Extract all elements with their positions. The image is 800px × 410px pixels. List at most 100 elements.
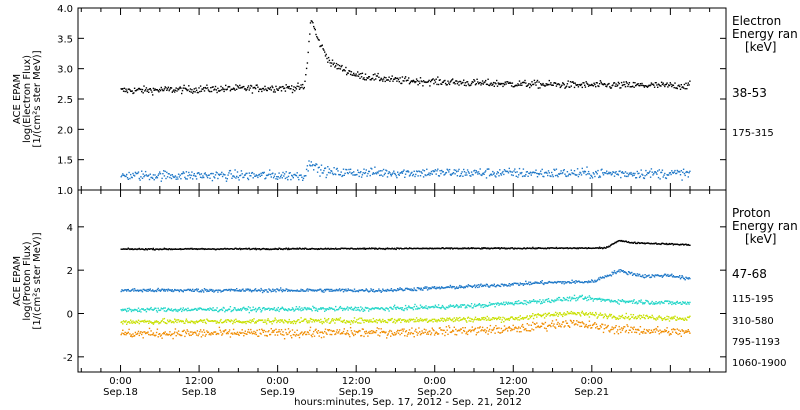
data-point	[577, 175, 580, 178]
data-point	[299, 321, 301, 324]
data-point	[273, 289, 276, 291]
data-point	[466, 81, 469, 83]
data-point	[421, 289, 423, 291]
data-point	[279, 247, 281, 250]
data-point	[288, 172, 290, 174]
data-point	[405, 321, 408, 323]
data-point	[241, 322, 243, 324]
data-point	[545, 282, 547, 284]
data-point	[342, 247, 344, 249]
data-point	[229, 248, 232, 250]
data-point	[549, 315, 551, 317]
data-point	[397, 77, 399, 79]
data-point	[465, 332, 467, 335]
data-point	[619, 299, 621, 302]
data-point	[379, 332, 382, 334]
data-point	[148, 333, 150, 336]
data-point	[428, 320, 430, 322]
data-point	[541, 280, 543, 282]
data-point	[511, 316, 514, 318]
electron-ytick-label: 2.0	[57, 125, 73, 136]
data-point	[441, 306, 443, 308]
data-point	[500, 283, 503, 285]
data-point	[498, 316, 500, 318]
data-point	[631, 241, 633, 244]
data-point	[302, 308, 305, 311]
data-point	[506, 170, 508, 172]
data-point	[309, 248, 312, 250]
data-point	[650, 302, 653, 304]
data-point	[393, 334, 395, 336]
data-point	[139, 320, 141, 323]
data-point	[393, 172, 396, 175]
data-point	[360, 317, 363, 319]
data-point	[161, 248, 163, 251]
data-point	[329, 172, 331, 174]
data-point	[254, 288, 257, 290]
data-point	[320, 331, 322, 333]
data-point	[418, 307, 420, 310]
data-point	[151, 322, 153, 324]
data-point	[326, 57, 328, 60]
data-point	[384, 309, 386, 312]
data-point	[413, 306, 415, 308]
data-point	[544, 247, 547, 249]
data-point	[650, 242, 653, 245]
data-point	[207, 290, 210, 292]
data-point	[489, 173, 492, 176]
data-point	[470, 303, 473, 305]
data-point	[493, 303, 495, 305]
data-point	[263, 307, 265, 309]
data-point	[279, 321, 281, 323]
data-point	[541, 314, 543, 316]
data-point	[638, 172, 640, 174]
data-point	[543, 282, 546, 284]
data-point	[622, 84, 624, 86]
data-point	[480, 306, 482, 308]
data-point	[366, 319, 368, 321]
data-point	[195, 89, 198, 91]
data-point	[359, 330, 361, 332]
data-point	[612, 243, 614, 245]
data-point	[533, 300, 536, 303]
data-point	[518, 284, 520, 286]
data-point	[573, 247, 575, 249]
data-point	[239, 331, 241, 334]
data-point	[506, 318, 508, 320]
data-point	[526, 283, 528, 285]
data-point	[241, 86, 243, 89]
data-point	[330, 290, 332, 292]
data-point	[375, 247, 377, 249]
data-point	[261, 329, 264, 332]
proton-panel: 420-2 ACE EPAM log(Proton Flux) [1/(cm²s…	[12, 189, 798, 373]
data-point	[149, 88, 151, 90]
data-point	[679, 174, 682, 176]
data-point	[415, 289, 418, 292]
data-point	[378, 76, 380, 78]
data-point	[475, 285, 477, 287]
data-point	[576, 84, 578, 86]
data-point	[605, 85, 607, 87]
data-point	[224, 311, 226, 313]
data-point	[317, 248, 320, 250]
data-point	[656, 243, 658, 245]
data-point	[358, 289, 360, 291]
data-point	[332, 248, 334, 250]
data-point	[634, 302, 636, 304]
data-point	[488, 304, 490, 306]
data-point	[665, 177, 668, 180]
data-point	[609, 172, 611, 175]
data-point	[620, 300, 622, 302]
data-point	[221, 309, 224, 312]
data-point	[265, 289, 268, 291]
data-point	[218, 289, 221, 292]
data-point	[201, 88, 203, 90]
data-point	[327, 329, 329, 331]
data-point	[177, 88, 179, 90]
data-point	[524, 302, 526, 305]
data-point	[607, 275, 609, 277]
data-point	[160, 334, 162, 336]
data-point	[687, 82, 689, 84]
data-point	[604, 247, 606, 249]
data-point	[518, 84, 520, 86]
